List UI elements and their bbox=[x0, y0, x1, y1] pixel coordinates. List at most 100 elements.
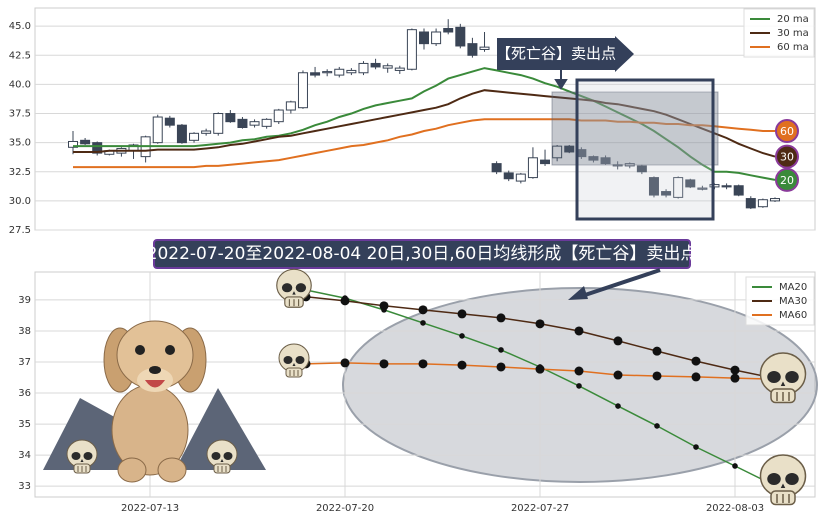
legend-label: MA60 bbox=[779, 310, 807, 321]
candle-body bbox=[515, 173, 526, 182]
candle-body bbox=[467, 43, 478, 56]
y-tick-label: 34 bbox=[18, 450, 31, 461]
legend-label: MA20 bbox=[779, 282, 807, 293]
chart-title: 2022-07-20至2022-08-04 20日,30日,60日均线形成【死亡… bbox=[147, 244, 698, 264]
candle-body bbox=[201, 130, 212, 134]
point-marker bbox=[340, 296, 350, 306]
ma-line bbox=[73, 67, 776, 181]
point-marker bbox=[652, 346, 662, 356]
point-marker bbox=[574, 366, 584, 376]
point-marker bbox=[496, 362, 506, 372]
y-tick-label: 37.5 bbox=[9, 109, 31, 120]
candle-body bbox=[552, 145, 563, 159]
point-marker bbox=[691, 372, 701, 382]
candle-body bbox=[176, 124, 187, 144]
candle-body bbox=[503, 172, 514, 180]
point-marker bbox=[457, 309, 467, 319]
candle-body bbox=[455, 26, 466, 47]
candle-body bbox=[322, 71, 333, 74]
candle-body bbox=[491, 163, 502, 173]
point-marker bbox=[420, 320, 426, 326]
candle-body bbox=[225, 113, 236, 123]
point-marker bbox=[654, 423, 660, 429]
point-marker bbox=[574, 326, 584, 336]
candle-body bbox=[527, 157, 538, 179]
candle-body bbox=[285, 101, 296, 111]
legend-label: 30 ma bbox=[777, 28, 809, 39]
candle-body bbox=[406, 29, 417, 70]
candle-body bbox=[697, 187, 708, 190]
candle-body bbox=[394, 67, 405, 71]
y-tick-label: 35.0 bbox=[9, 138, 31, 149]
candle-body bbox=[152, 116, 163, 144]
death-valley-box bbox=[575, 78, 715, 221]
y-tick-label: 30.0 bbox=[9, 196, 31, 207]
end-badge-label: 30 bbox=[780, 151, 794, 164]
legend-label: 60 ma bbox=[777, 42, 809, 53]
x-tick-label: 2022-07-20 bbox=[316, 503, 374, 514]
candle-body bbox=[382, 65, 393, 69]
candle-body bbox=[431, 31, 442, 45]
point-marker bbox=[535, 319, 545, 329]
down-arrow bbox=[554, 70, 568, 90]
point-marker bbox=[496, 313, 506, 323]
ma-line bbox=[73, 118, 775, 169]
legend-label: MA30 bbox=[779, 296, 807, 307]
candle-body bbox=[685, 179, 696, 188]
candle-body bbox=[757, 199, 768, 208]
point-marker bbox=[730, 365, 740, 375]
y-tick-label: 35 bbox=[18, 419, 31, 430]
y-tick-label: 37 bbox=[18, 357, 31, 368]
candle-body bbox=[540, 159, 551, 165]
point-marker bbox=[613, 336, 623, 346]
annotation-arrow-box bbox=[497, 36, 634, 72]
candle-body bbox=[733, 185, 744, 196]
plot-layer: 27.5 30.0 32.5 35.0 37.5 40.0 42.5 45.0 20 30 60 20… bbox=[9, 8, 815, 514]
point-marker bbox=[613, 370, 623, 380]
x-tick-label: 2022-07-27 bbox=[511, 503, 569, 514]
x-tick-label: 2022-07-13 bbox=[121, 503, 179, 514]
candle-body bbox=[334, 68, 345, 76]
candle-body bbox=[213, 113, 224, 134]
candle-body bbox=[68, 140, 78, 148]
candle-body bbox=[661, 191, 672, 196]
end-badge bbox=[775, 167, 799, 192]
end-badge bbox=[775, 144, 799, 169]
candle-body bbox=[673, 177, 684, 198]
candle-body bbox=[479, 46, 490, 50]
candle-body bbox=[721, 185, 732, 188]
candle-body bbox=[636, 165, 647, 173]
candle-body bbox=[648, 177, 659, 196]
x-tick-label: 2022-08-03 bbox=[706, 503, 764, 514]
end-badge bbox=[775, 118, 799, 143]
point-marker bbox=[418, 305, 428, 315]
end-badge-label: 20 bbox=[780, 174, 794, 187]
pointer-arrow-head bbox=[568, 286, 588, 300]
y-tick-label: 39 bbox=[18, 295, 31, 306]
point-marker bbox=[730, 373, 740, 383]
candle-body bbox=[564, 145, 575, 153]
candle-body bbox=[237, 118, 248, 129]
point-marker bbox=[615, 403, 621, 409]
y-tick-label: 36 bbox=[18, 388, 31, 399]
candle-body bbox=[443, 27, 454, 33]
candle-body bbox=[297, 72, 308, 109]
end-badge-label: 60 bbox=[780, 125, 794, 138]
candle-body bbox=[80, 139, 91, 145]
point-marker bbox=[652, 371, 662, 381]
candle-body bbox=[310, 72, 321, 76]
candle-body bbox=[770, 198, 780, 202]
candle-body bbox=[164, 117, 175, 126]
point-marker bbox=[379, 359, 389, 369]
y-tick-label: 42.5 bbox=[9, 50, 31, 61]
candle-body bbox=[249, 121, 260, 126]
y-tick-label: 38 bbox=[18, 326, 31, 337]
candle-body bbox=[419, 31, 429, 45]
legend-label: 20 ma bbox=[777, 14, 809, 25]
candle-body bbox=[600, 157, 611, 165]
y-tick-label: 40.0 bbox=[9, 79, 31, 90]
ma-line bbox=[73, 89, 776, 158]
candle-body bbox=[588, 156, 599, 161]
